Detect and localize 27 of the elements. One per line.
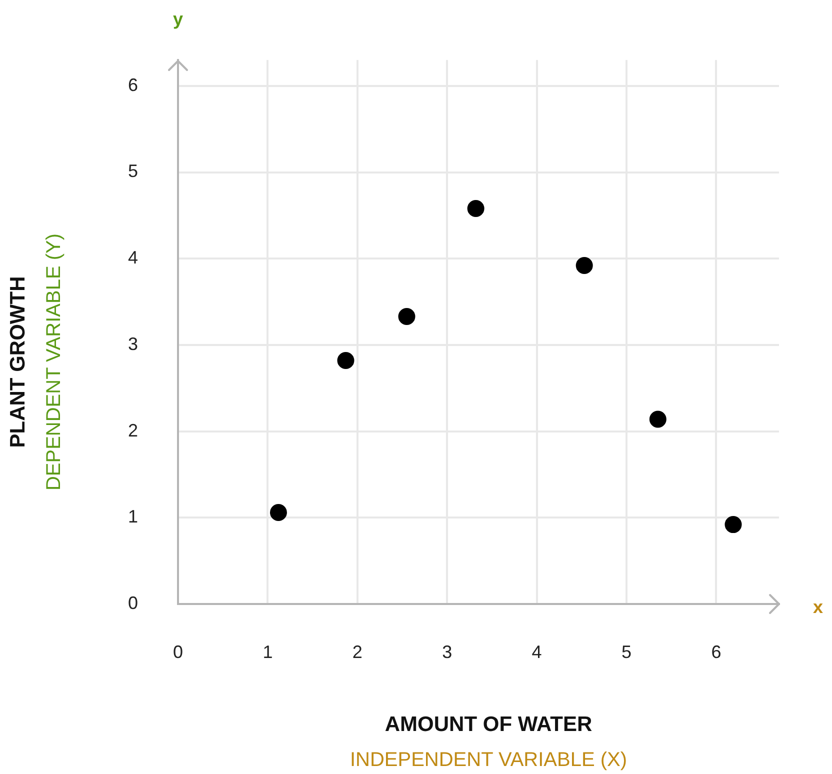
text: x <box>813 597 824 617</box>
point <box>576 257 593 274</box>
y-tick-label: 4 <box>128 248 138 268</box>
text: y <box>172 9 184 29</box>
x-tick-label: 6 <box>711 642 722 662</box>
text: INDEPENDENT VARIABLE (X) <box>350 749 628 771</box>
point <box>467 200 484 218</box>
y-tick-label: 1 <box>128 506 138 527</box>
point <box>649 410 666 428</box>
text: DEPENDENT VARIABLE (Y) <box>43 233 65 491</box>
y-tick-label: 0 <box>128 592 138 613</box>
y-axis-title: PLANT GROWTH <box>6 276 30 448</box>
x-tick-label: 0 <box>172 642 184 662</box>
x-tick-label: 2 <box>352 642 362 662</box>
y-tick-label: 6 <box>128 74 138 95</box>
point <box>398 308 416 325</box>
point <box>724 516 742 534</box>
x-tick-label: 4 <box>532 642 542 662</box>
y-tick-label: 2 <box>128 420 138 440</box>
x-tick-label: 3 <box>442 642 452 662</box>
point <box>270 504 287 521</box>
x-tick-label: 5 <box>622 642 632 662</box>
y-tick-label: 5 <box>128 161 138 182</box>
y-tick-label: 3 <box>128 334 138 354</box>
x-tick-label: 1 <box>262 642 273 662</box>
point <box>337 352 354 369</box>
x-axis-title: AMOUNT OF WATER <box>384 713 592 736</box>
